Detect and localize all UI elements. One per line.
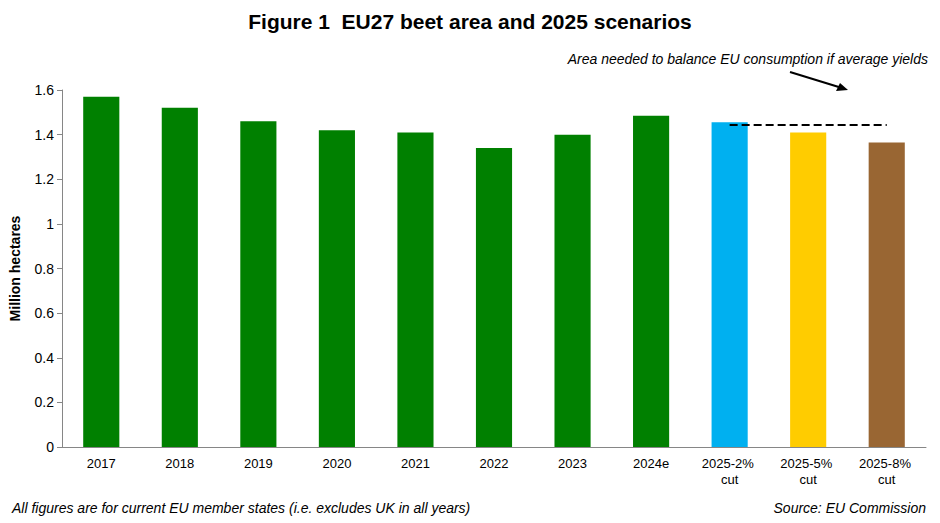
svg-text:2017: 2017 [87, 456, 116, 471]
svg-text:cut: cut [878, 472, 896, 487]
svg-text:2023: 2023 [558, 456, 587, 471]
svg-text:cut: cut [721, 472, 739, 487]
svg-text:0.4: 0.4 [35, 350, 55, 366]
svg-text:2020: 2020 [322, 456, 351, 471]
svg-text:2025-8%: 2025-8% [859, 456, 915, 471]
svg-text:2025-2%: 2025-2% [702, 456, 758, 471]
svg-text:Million hectares: Million hectares [7, 215, 23, 321]
svg-text:2021: 2021 [401, 456, 430, 471]
svg-text:1.6: 1.6 [35, 82, 55, 98]
svg-text:2024e: 2024e [633, 456, 669, 471]
svg-text:0: 0 [46, 439, 54, 455]
svg-text:2025-5%: 2025-5% [780, 456, 836, 471]
svg-text:0.8: 0.8 [35, 261, 55, 277]
svg-text:2018: 2018 [165, 456, 194, 471]
svg-text:1: 1 [46, 216, 54, 232]
svg-text:1.4: 1.4 [35, 127, 55, 143]
svg-text:0.2: 0.2 [35, 394, 55, 410]
svg-text:0.6: 0.6 [35, 305, 55, 321]
svg-text:Figure 1 EU27 beet area and 2: Figure 1 EU27 beet area and 2025 scenari… [248, 10, 692, 33]
svg-text:1.2: 1.2 [35, 171, 55, 187]
svg-text:cut: cut [800, 472, 818, 487]
svg-text:All figures are for current EU: All figures are for current EU member st… [11, 500, 470, 516]
svg-text:Source: EU Commission: Source: EU Commission [774, 500, 927, 516]
svg-text:2022: 2022 [480, 456, 509, 471]
svg-text:Area needed to balance EU cons: Area needed to balance EU consumption if… [567, 51, 928, 67]
svg-text:2019: 2019 [244, 456, 273, 471]
